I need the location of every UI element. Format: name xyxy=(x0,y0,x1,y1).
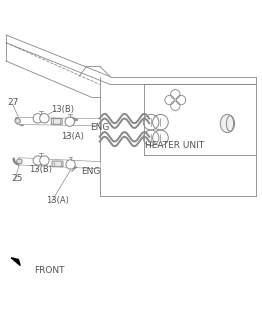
Circle shape xyxy=(33,156,42,165)
Circle shape xyxy=(40,114,49,123)
Text: 27: 27 xyxy=(7,98,19,107)
FancyBboxPatch shape xyxy=(51,119,62,124)
Text: HEATER UNIT: HEATER UNIT xyxy=(145,141,204,150)
Text: FRONT: FRONT xyxy=(35,266,65,275)
Circle shape xyxy=(66,160,75,169)
Polygon shape xyxy=(11,258,20,266)
Text: ENG: ENG xyxy=(81,167,101,176)
Polygon shape xyxy=(19,159,100,168)
Text: 13(A): 13(A) xyxy=(61,132,84,141)
Circle shape xyxy=(40,156,49,165)
Ellipse shape xyxy=(17,159,22,164)
Ellipse shape xyxy=(15,119,20,123)
Text: 13(A): 13(A) xyxy=(46,196,69,205)
Text: 25: 25 xyxy=(11,174,23,183)
Circle shape xyxy=(33,114,42,123)
Circle shape xyxy=(65,117,74,126)
Text: 13(B): 13(B) xyxy=(52,105,74,114)
Polygon shape xyxy=(18,118,100,125)
Ellipse shape xyxy=(220,114,234,132)
FancyBboxPatch shape xyxy=(52,161,63,167)
Text: ENG: ENG xyxy=(91,123,110,132)
Text: 13(B): 13(B) xyxy=(29,164,52,174)
